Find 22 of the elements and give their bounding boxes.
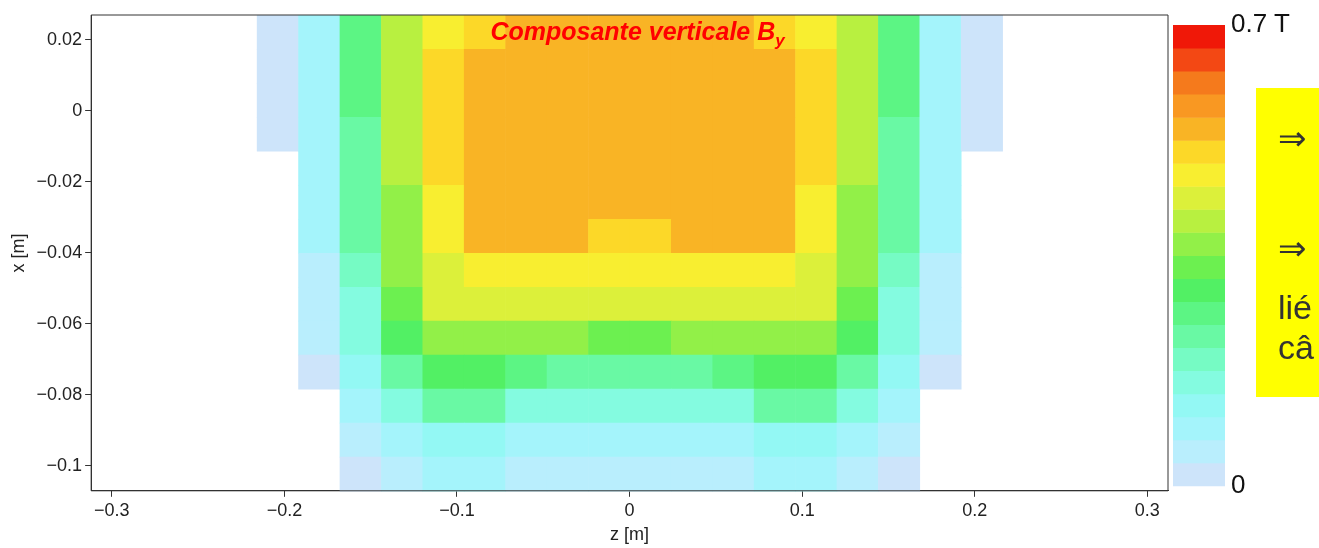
x-tick-label: −0.1 — [439, 499, 475, 520]
x-tick-label: 0.3 — [1134, 499, 1160, 520]
x-tick-label: −0.2 — [266, 499, 303, 520]
y-tick-label: −0.08 — [36, 383, 83, 404]
y-tick-label: 0 — [72, 99, 83, 120]
text: ⇒ — [1278, 228, 1306, 268]
y-tick-label: −0.04 — [36, 241, 83, 262]
text: câ — [1278, 328, 1314, 367]
y-tick-label: 0.02 — [47, 28, 83, 49]
y-axis-title: x [m] — [7, 233, 28, 273]
color-bar-label: 0.7 T — [1231, 8, 1290, 39]
text: lié — [1278, 288, 1313, 327]
y-tick-label: −0.02 — [36, 170, 83, 191]
y-tick-label: −0.1 — [46, 454, 83, 475]
x-tick-label: 0 — [624, 499, 635, 520]
color-bar-label: 0 — [1231, 468, 1246, 499]
x-tick-label: −0.3 — [94, 499, 130, 520]
x-tick-label: 0.2 — [962, 499, 988, 520]
y-tick-label: −0.06 — [36, 312, 83, 333]
x-axis-title: z [m] — [610, 524, 650, 545]
x-tick-label: 0.1 — [789, 499, 815, 520]
text: ⇒ — [1278, 118, 1306, 158]
